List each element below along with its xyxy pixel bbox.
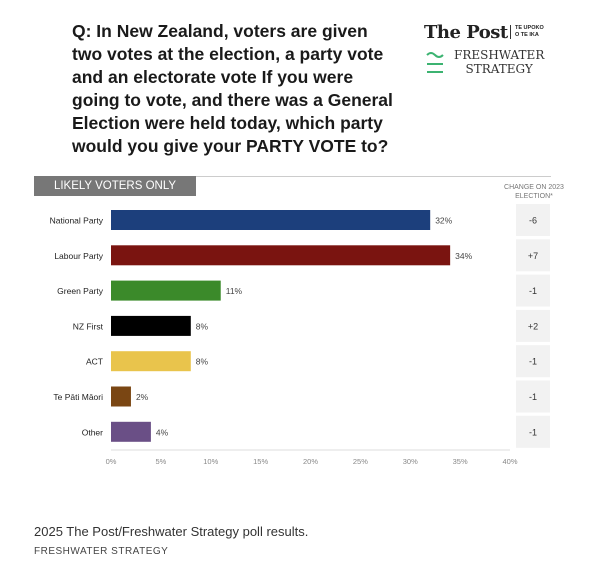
data-label: 8% (196, 357, 209, 367)
freshwater-logo: FRESHWATER STRATEGY (454, 48, 544, 76)
divider (196, 176, 551, 177)
change-header: CHANGE ON 2023 ELECTION* (504, 184, 564, 200)
x-tick-label: 25% (353, 457, 368, 466)
category-label: Green Party (57, 286, 104, 296)
data-label: 8% (196, 321, 209, 331)
freshwater-logo-line2: STRATEGY (465, 62, 533, 76)
category-label: Te Pāti Māori (53, 392, 103, 402)
the-post-logo: The Post (424, 22, 508, 43)
footer-caption: 2025 The Post/Freshwater Strategy poll r… (34, 524, 309, 539)
bar (111, 351, 191, 372)
data-label: 34% (455, 251, 472, 261)
likely-voters-tag: LIKELY VOTERS ONLY (34, 176, 196, 196)
change-box (516, 345, 550, 378)
bar (111, 280, 221, 301)
x-tick-label: 5% (155, 457, 166, 466)
x-tick-label: 0% (106, 457, 117, 466)
freshwater-logo-icon (426, 52, 444, 73)
data-label: 11% (226, 286, 243, 296)
category-label: National Party (50, 216, 104, 226)
change-box (516, 239, 550, 272)
x-tick-label: 20% (303, 457, 318, 466)
change-box (516, 380, 550, 413)
change-value: -1 (529, 286, 537, 296)
bar (111, 421, 151, 442)
change-value: -1 (529, 392, 537, 402)
bar (111, 386, 131, 407)
bar (111, 210, 431, 230)
change-value: -1 (529, 357, 537, 367)
the-post-logo-subtitle: TE UPOKO O TE IKA (510, 25, 549, 39)
question-title: Q: In New Zealand, voters are given two … (72, 21, 393, 156)
data-label: 2% (136, 392, 149, 402)
bar (111, 245, 451, 266)
x-tick-label: 10% (203, 457, 218, 466)
category-label: Other (82, 427, 103, 437)
x-tick-label: 30% (403, 457, 418, 466)
data-label: 32% (435, 216, 452, 226)
change-box (516, 309, 550, 342)
footer-source: FRESHWATER STRATEGY (34, 546, 169, 557)
x-tick-label: 35% (453, 457, 468, 466)
change-value: -1 (529, 427, 537, 437)
category-label: Labour Party (54, 251, 103, 261)
change-box (516, 204, 550, 236)
freshwater-logo-line1: FRESHWATER (454, 48, 545, 62)
change-value: +7 (528, 251, 538, 261)
change-value: -6 (529, 216, 537, 226)
category-label: ACT (86, 357, 103, 367)
change-value: +2 (528, 321, 538, 331)
x-tick-label: 40% (502, 457, 517, 466)
bar (111, 315, 191, 336)
change-box (516, 415, 550, 448)
x-tick-label: 15% (253, 457, 268, 466)
change-box (516, 274, 550, 307)
category-label: NZ First (73, 321, 104, 331)
data-label: 4% (156, 427, 169, 437)
